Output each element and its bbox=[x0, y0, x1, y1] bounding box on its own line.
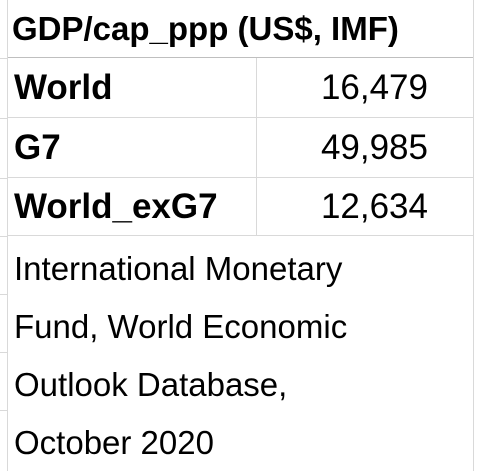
gridline-left bbox=[7, 0, 8, 471]
row-tick bbox=[0, 410, 7, 411]
gridline-right bbox=[473, 0, 474, 471]
row-label-cell[interactable]: World bbox=[8, 58, 257, 117]
row-tick bbox=[0, 58, 7, 59]
source-line: International Monetary bbox=[14, 250, 343, 287]
row-tick bbox=[0, 294, 7, 295]
header-cell[interactable]: GDP/cap_ppp (US$, IMF) bbox=[12, 9, 399, 47]
row-tick bbox=[0, 352, 7, 353]
row-value-cell[interactable]: 16,479 bbox=[320, 67, 428, 107]
source-line: Fund, World Economic bbox=[14, 308, 348, 345]
table-row[interactable]: World_exG7 12,634 bbox=[8, 178, 473, 236]
table-row[interactable]: World 16,479 bbox=[8, 58, 473, 118]
row-value-cell[interactable]: 12,634 bbox=[320, 186, 428, 226]
header-row[interactable]: GDP/cap_ppp (US$, IMF) bbox=[8, 0, 473, 58]
row-label-cell[interactable]: World_exG7 bbox=[8, 178, 257, 235]
row-label-cell[interactable]: G7 bbox=[8, 118, 257, 177]
source-note-cell[interactable]: International Monetary Fund, World Econo… bbox=[8, 236, 473, 472]
source-line: Outlook Database, bbox=[14, 366, 288, 403]
row-tick bbox=[0, 236, 7, 237]
row-tick bbox=[0, 178, 7, 179]
row-value-cell[interactable]: 49,985 bbox=[320, 127, 428, 167]
table-row[interactable]: G7 49,985 bbox=[8, 118, 473, 178]
row-tick bbox=[0, 118, 7, 119]
source-line: October 2020 bbox=[14, 424, 214, 461]
